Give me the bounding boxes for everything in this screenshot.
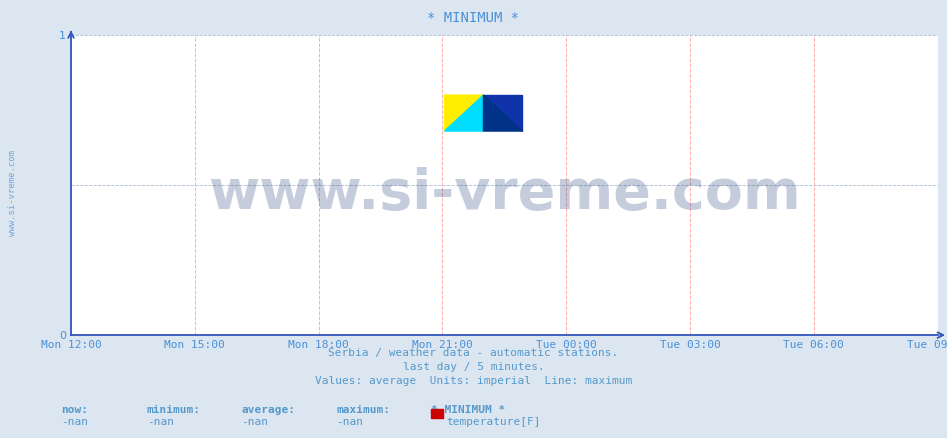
Text: www.si-vreme.com: www.si-vreme.com (208, 167, 800, 221)
Text: average:: average: (241, 405, 295, 415)
Text: www.si-vreme.com: www.si-vreme.com (8, 150, 17, 236)
Text: maximum:: maximum: (336, 405, 390, 415)
Text: -nan: -nan (336, 417, 364, 427)
Text: minimum:: minimum: (147, 405, 201, 415)
Text: now:: now: (62, 405, 89, 415)
Text: Serbia / weather data - automatic stations.: Serbia / weather data - automatic statio… (329, 348, 618, 358)
Text: temperature[F]: temperature[F] (446, 417, 541, 427)
Polygon shape (444, 95, 484, 131)
Text: last day / 5 minutes.: last day / 5 minutes. (402, 362, 545, 372)
Polygon shape (484, 95, 523, 131)
Text: -nan: -nan (241, 417, 269, 427)
Text: * MINIMUM *: * MINIMUM * (431, 405, 505, 415)
Text: * MINIMUM *: * MINIMUM * (427, 11, 520, 25)
Text: -nan: -nan (147, 417, 174, 427)
Polygon shape (484, 95, 523, 131)
Polygon shape (444, 95, 484, 131)
Text: Values: average  Units: imperial  Line: maximum: Values: average Units: imperial Line: ma… (314, 376, 633, 386)
Text: -nan: -nan (62, 417, 89, 427)
